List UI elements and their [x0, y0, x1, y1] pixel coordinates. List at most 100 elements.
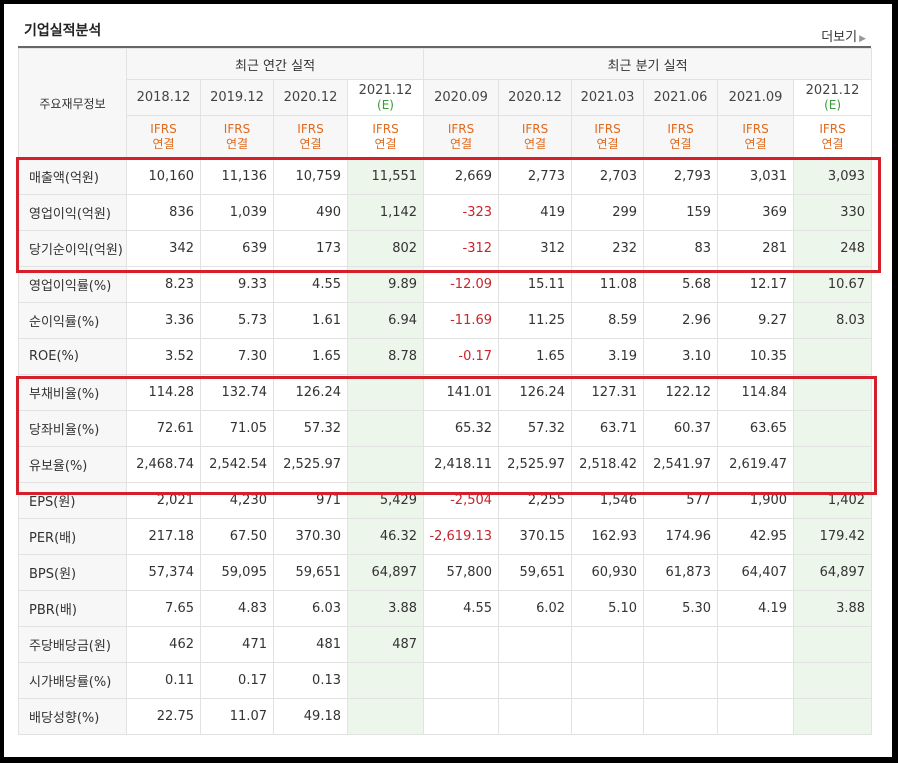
table-cell: 12.17 [717, 266, 795, 303]
table-row: 영업이익률(%) 8.23 9.33 4.55 9.89 -12.09 15.11 11.08… [18, 266, 873, 303]
table-cell: 2,619.47 [717, 446, 795, 483]
table-row: PBR(배) 7.65 4.83 6.03 3.88 4.55 6.02 5.10 5.30 4.… [18, 590, 873, 627]
table-cell: 61,873 [643, 554, 719, 591]
period-header: 2020.12 [498, 79, 573, 116]
period-label: 2021.12 [358, 82, 413, 98]
table-cell: 57.32 [498, 410, 573, 447]
table-cell: 836 [126, 194, 201, 231]
table-cell: 57,800 [423, 554, 500, 591]
table-cell [793, 410, 873, 447]
table-cell: 5.30 [643, 590, 719, 627]
period-label: 2021.12 [805, 82, 860, 98]
row-label: 영업이익(억원) [18, 194, 127, 231]
period-header: 2020.09 [423, 79, 500, 116]
consolidated-label: 연결 [523, 137, 547, 151]
table-cell: 3.88 [793, 590, 873, 627]
consolidated-label: 연결 [152, 137, 175, 151]
table-cell: 369 [717, 194, 795, 231]
consolidated-label: 연결 [449, 137, 473, 151]
period-header: 2021.12 (E) [346, 79, 425, 116]
ifrs-label: IFRS [521, 122, 549, 136]
table-cell [571, 698, 645, 735]
table-cell: 60.37 [643, 410, 719, 447]
table-cell [498, 662, 573, 699]
table-cell: 1,900 [717, 482, 795, 519]
table-cell: 10,759 [273, 158, 348, 195]
table-cell: 3.52 [126, 338, 201, 375]
table-cell: 174.96 [643, 518, 719, 555]
period-label: 2021.06 [653, 90, 708, 105]
estimate-marker: (E) [377, 97, 394, 112]
table-cell: 2,793 [643, 158, 719, 195]
table-cell: 370.15 [498, 518, 573, 555]
table-cell [643, 698, 719, 735]
period-header: 2021.06 [643, 79, 719, 116]
table-cell [571, 662, 645, 699]
table-cell: -0.17 [423, 338, 500, 375]
period-label: 2020.12 [508, 90, 562, 105]
ifrs-label: IFRS [667, 122, 694, 136]
table-cell: -2,619.13 [423, 518, 500, 555]
table-cell: 126.24 [498, 374, 573, 411]
table-cell: 4.83 [200, 590, 274, 627]
row-label: 당좌비율(%) [18, 410, 127, 447]
table-cell: 232 [571, 230, 645, 267]
table-row: 당좌비율(%) 72.61 71.05 57.32 65.32 57.32 63.71 60.… [18, 410, 873, 447]
table-cell: 8.23 [126, 266, 201, 303]
ifrs-label: IFRS [150, 122, 177, 136]
table-cell: 1,142 [346, 194, 425, 231]
table-cell: 2,541.97 [643, 446, 719, 483]
consolidated-label: 연결 [225, 137, 249, 151]
ifrs-label: IFRS [594, 122, 621, 136]
row-label: EPS(원) [18, 482, 127, 519]
table-cell: 11.08 [571, 266, 645, 303]
table-cell: 63.71 [571, 410, 645, 447]
more-link[interactable]: 더보기 ▶ [821, 26, 866, 45]
ifrs-header: IFRS 연결 [793, 115, 873, 159]
table-cell: 6.94 [346, 302, 425, 339]
ifrs-header: IFRS 연결 [346, 115, 425, 159]
table-cell [643, 662, 719, 699]
table-cell: 2.96 [643, 302, 719, 339]
table-cell: 59,651 [273, 554, 348, 591]
table-cell [423, 626, 500, 663]
consolidated-label: 연결 [596, 137, 619, 151]
financial-table: 주요재무정보 최근 연간 실적 최근 분기 실적 2018.12 2019.12 2… [18, 48, 873, 735]
table-cell: 639 [200, 230, 274, 267]
table-cell: -11.69 [423, 302, 500, 339]
table-cell: 49.18 [273, 698, 348, 735]
table-cell: 1.65 [498, 338, 573, 375]
table-cell: 8.59 [571, 302, 645, 339]
table-cell: 64,407 [717, 554, 795, 591]
table-cell: 2,525.97 [498, 446, 573, 483]
table-cell [423, 662, 500, 699]
period-label: 2019.12 [210, 90, 264, 105]
table-cell: 2,542.54 [200, 446, 274, 483]
table-cell: 0.11 [126, 662, 201, 699]
more-label[interactable]: 더보기 [821, 30, 858, 45]
ifrs-label: IFRS [447, 122, 475, 136]
table-cell [346, 410, 425, 447]
table-cell: 4.55 [423, 590, 500, 627]
table-row: BPS(원) 57,374 59,095 59,651 64,897 57,800 59,6… [18, 554, 873, 591]
table-cell: 2,525.97 [273, 446, 348, 483]
table-cell: 162.93 [571, 518, 645, 555]
table-cell: 487 [346, 626, 425, 663]
table-cell: 8.03 [793, 302, 873, 339]
table-cell: 3,031 [717, 158, 795, 195]
table-cell: 46.32 [346, 518, 425, 555]
table-row: 부채비율(%) 114.28 132.74 126.24 141.01 126.24 127… [18, 374, 873, 411]
row-label: 배당성향(%) [18, 698, 127, 735]
table-top-border [18, 46, 871, 48]
table-cell: 248 [793, 230, 873, 267]
table-cell: 57.32 [273, 410, 348, 447]
table-cell: 9.33 [200, 266, 274, 303]
annual-group-header: 최근 연간 실적 [125, 48, 425, 80]
table-cell: 9.27 [717, 302, 795, 339]
row-label: 부채비율(%) [18, 374, 127, 411]
row-label: BPS(원) [18, 554, 127, 591]
table-cell: 3.88 [346, 590, 425, 627]
table-cell: 8.78 [346, 338, 425, 375]
table-cell: 0.17 [200, 662, 274, 699]
table-cell [571, 626, 645, 663]
